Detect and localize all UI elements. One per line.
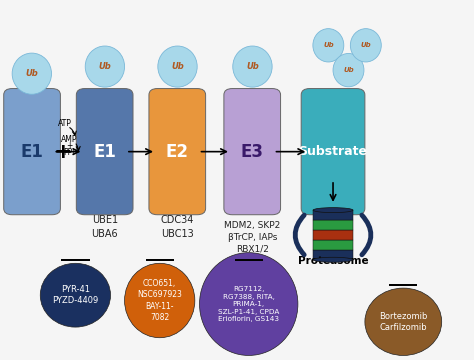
FancyBboxPatch shape [313,240,353,250]
FancyBboxPatch shape [313,210,353,220]
Text: MDM2, SKP2
βTrCP, IAPs
RBX1/2: MDM2, SKP2 βTrCP, IAPs RBX1/2 [224,221,281,253]
FancyBboxPatch shape [4,89,60,215]
Text: PYR-41
PYZD-4409: PYR-41 PYZD-4409 [52,285,99,305]
FancyBboxPatch shape [313,230,353,240]
Ellipse shape [313,257,353,262]
FancyBboxPatch shape [313,220,353,230]
Ellipse shape [12,53,52,94]
FancyBboxPatch shape [224,89,281,215]
FancyBboxPatch shape [313,250,353,260]
Text: E3: E3 [241,143,264,161]
Text: Ub: Ub [26,69,38,78]
FancyBboxPatch shape [301,89,365,215]
Text: Bortezomib
Carfilzomib: Bortezomib Carfilzomib [379,312,428,332]
Text: Ub: Ub [343,67,354,73]
Text: PPi: PPi [64,148,75,157]
Text: Ub: Ub [246,62,259,71]
Text: AMP: AMP [61,135,78,144]
Ellipse shape [313,29,344,62]
Text: +: + [54,141,72,162]
Ellipse shape [233,46,272,87]
FancyBboxPatch shape [149,89,206,215]
Text: Substrate: Substrate [299,145,367,158]
Ellipse shape [200,253,298,355]
Ellipse shape [40,263,110,327]
Text: Ub: Ub [323,42,334,48]
Text: +: + [66,141,73,150]
Text: Ub: Ub [99,62,111,71]
FancyBboxPatch shape [76,89,133,215]
Text: CDC34
UBC13: CDC34 UBC13 [161,215,194,239]
Text: Ub: Ub [171,62,184,71]
Ellipse shape [125,263,195,338]
Ellipse shape [158,46,197,87]
Text: E2: E2 [166,143,189,161]
Ellipse shape [85,46,125,87]
Text: Ub: Ub [361,42,371,48]
Ellipse shape [313,208,353,213]
Text: UBE1
UBA6: UBE1 UBA6 [91,215,118,239]
Text: E1: E1 [20,143,44,161]
Text: E1: E1 [93,143,116,161]
Text: Proteasome: Proteasome [298,256,368,266]
Text: RG7112,
RG7388, RITA,
PRIMA-1,
SZL-P1-41, CPDA
Erioflorin, GS143: RG7112, RG7388, RITA, PRIMA-1, SZL-P1-41… [218,286,279,322]
Ellipse shape [350,29,381,62]
Text: ATP: ATP [58,119,72,128]
Text: CCO651,
NSC697923
BAY-11-
7082: CCO651, NSC697923 BAY-11- 7082 [137,279,182,322]
Ellipse shape [365,288,442,355]
Ellipse shape [333,54,364,87]
